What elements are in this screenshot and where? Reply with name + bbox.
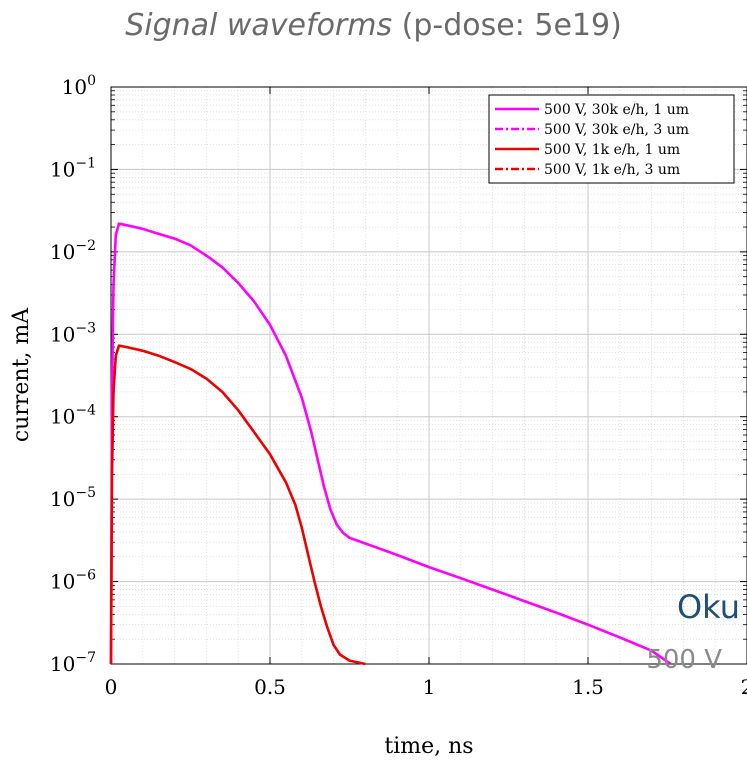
legend-label: 500 V, 30k e/h, 1 um [544,102,689,118]
y-tick-label: 10−3 [50,320,96,346]
y-tick-label: 10−6 [50,568,96,594]
legend-label: 500 V, 1k e/h, 1 um [544,142,680,158]
y-axis-label: current, mA [9,307,34,442]
x-tick-label: 0 [105,675,118,699]
y-tick-labels: 100 10−1 10−2 10−3 10−4 10−5 10−6 10−7 [50,73,96,676]
x-tick-label: 0.5 [254,675,286,699]
brand-annotation: Oku [677,588,740,626]
y-tick-label: 100 [62,73,96,99]
chart-title: Signal waveforms (p-dose: 5e19) [0,8,747,43]
x-axis-label: time, ns [384,734,473,759]
x-tick-label: 1 [423,675,436,699]
series-line-3 [109,344,366,666]
chart-title-sub: (p-dose: 5e19) [401,8,622,43]
y-tick-label: 10−2 [50,238,96,264]
y-tick-label: 10−5 [50,485,96,511]
legend-label: 500 V, 1k e/h, 3 um [544,162,680,178]
y-tick-label: 10−4 [50,403,96,429]
y-tick-label: 10−1 [50,155,96,181]
x-tick-labels: 0 0.5 1 1.5 2 [105,675,747,699]
voltage-annotation: 500 V [646,645,722,675]
x-tick-label: 2 [741,675,747,699]
series-line-1 [109,222,672,666]
chart-title-main: Signal waveforms [125,8,393,43]
x-tick-label: 1.5 [572,675,604,699]
legend-label: 500 V, 30k e/h, 3 um [544,122,689,138]
y-tick-label: 10−7 [50,650,96,676]
legend: 500 V, 30k e/h, 1 um 500 V, 30k e/h, 3 um… [488,94,735,184]
series-layer [109,222,672,666]
